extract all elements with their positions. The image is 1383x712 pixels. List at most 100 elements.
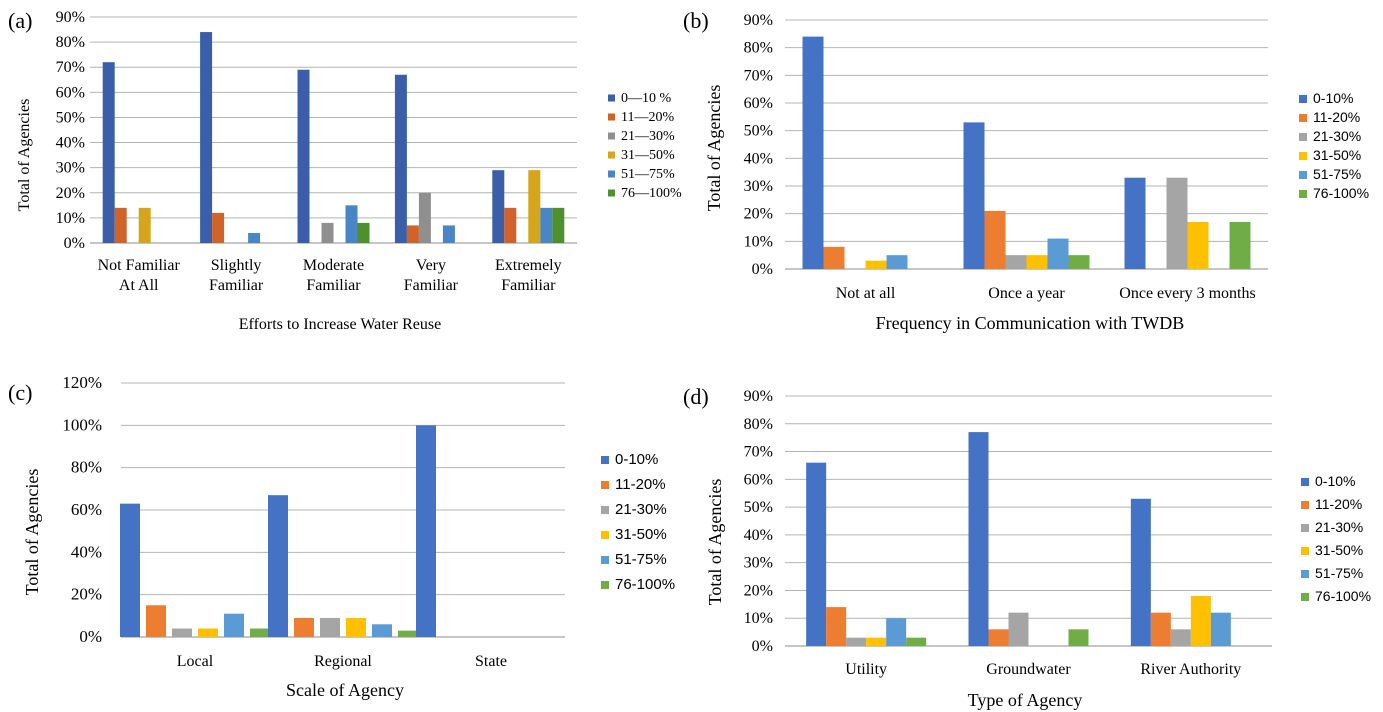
legend-label: 11—20% <box>621 110 674 125</box>
x-tick-label-line: Extremely <box>495 257 562 274</box>
x-tick-label: Groundwater <box>986 661 1071 678</box>
legend-label: 76-100% <box>615 576 675 593</box>
y-axis-label: Total of Agencies <box>22 469 42 596</box>
y-tick-label: 20% <box>71 585 102 604</box>
legend-swatch <box>601 481 609 489</box>
y-tick-label: 40% <box>56 135 85 152</box>
legend-swatch <box>1299 95 1307 103</box>
y-tick-label: 120% <box>62 373 102 392</box>
legend-label: 31-50% <box>615 526 667 543</box>
bar <box>984 210 1006 269</box>
legend-label: 0-10% <box>1315 473 1355 489</box>
x-tick-label-line: Moderate <box>303 257 364 274</box>
bar <box>826 607 847 646</box>
legend-swatch <box>1301 524 1309 532</box>
y-tick-label: 60% <box>744 95 773 112</box>
legend-label: 51-75% <box>1315 565 1363 581</box>
bar <box>1170 629 1191 646</box>
legend-swatch <box>1301 570 1309 578</box>
bar <box>552 207 565 243</box>
bar <box>802 36 824 269</box>
legend-swatch <box>608 189 615 197</box>
bar <box>146 605 166 637</box>
x-tick-label: Utility <box>845 661 887 678</box>
legend-swatch <box>1301 501 1309 509</box>
legend-swatch <box>1301 547 1309 555</box>
panel-label: (a) <box>8 8 32 33</box>
panel-label: (b) <box>683 8 709 33</box>
legend: 0-10% 11-20% 21-30% 31-50% 51-75% 76-100% <box>1299 90 1369 201</box>
y-tick-label: 0% <box>752 638 773 655</box>
y-tick-label: 90% <box>56 9 85 26</box>
x-tick-label-line: Familiar <box>306 277 361 294</box>
x-tick-label: Not at all <box>836 285 896 302</box>
bar <box>250 628 270 637</box>
y-tick-label: 20% <box>56 185 85 202</box>
x-tick-label: Very Familiar <box>404 257 459 294</box>
y-tick-label: 80% <box>744 40 773 57</box>
y-tick-label: 10% <box>744 233 773 250</box>
bar <box>345 205 358 243</box>
bar <box>1150 612 1171 646</box>
bar <box>248 232 261 243</box>
bar <box>528 170 541 243</box>
y-tick-label: 30% <box>56 160 85 177</box>
bar <box>398 630 418 637</box>
x-tick-label-line: Familiar <box>209 277 264 294</box>
x-tick-label-line: Familiar <box>404 277 459 294</box>
legend-label: 0-10% <box>615 451 658 468</box>
x-tick-label: Extremely Familiar <box>495 257 562 294</box>
bar <box>394 74 407 243</box>
y-tick-label: 80% <box>744 416 773 433</box>
legend-label: 21-30% <box>1315 519 1363 535</box>
bar <box>172 628 192 637</box>
bar <box>1190 596 1211 646</box>
chart-panel-b: (b) 0% 10% 20% 30% 40% 50% 60% 70% 80% 90% Not at a… <box>683 8 1369 333</box>
y-tick-label: 30% <box>744 178 773 195</box>
legend: 0-10% 11-20% 21-30% 31-50% 51-75% 76-100% <box>1301 473 1371 604</box>
x-tick-label: Once a year <box>988 285 1065 302</box>
x-tick-label: River Authority <box>1140 661 1241 678</box>
bar <box>540 207 553 243</box>
bar <box>1026 255 1048 269</box>
x-axis-label: Type of Agency <box>968 690 1083 710</box>
bar <box>120 503 140 637</box>
legend-label: 31-50% <box>1315 542 1363 558</box>
y-tick-label: 50% <box>56 109 85 126</box>
y-tick-label: 70% <box>744 67 773 84</box>
y-tick-label: 90% <box>744 388 773 405</box>
bar <box>320 617 340 637</box>
bar <box>1068 629 1089 646</box>
bar <box>321 222 334 243</box>
y-axis-label: Total of Agencies <box>705 479 725 606</box>
bar <box>886 618 907 646</box>
bar <box>806 462 827 646</box>
legend: 0-10% 11-20% 21-30% 31-50% 51-75% 76-100% <box>601 451 675 593</box>
y-tick-label: 40% <box>744 527 773 544</box>
y-tick-label: 100% <box>62 415 102 434</box>
bar <box>823 246 845 269</box>
bar <box>1124 177 1146 269</box>
legend-swatch <box>1301 478 1309 486</box>
legend-swatch <box>608 94 615 102</box>
bar <box>102 62 115 244</box>
x-tick-label: Not Familiar At All <box>98 257 181 294</box>
x-tick-label: State <box>475 653 507 670</box>
legend: 0—10 % 11—20% 21—30% 31—50% 51—75% 76—100% <box>608 91 682 201</box>
chart-panel-d: (d) 0% 10% 20% 30% 40% 50% 60% 70% 80% 90% Utility G… <box>683 384 1371 710</box>
x-tick-label-line: Familiar <box>501 277 556 294</box>
bar <box>968 432 989 646</box>
x-tick-label: Slightly Familiar <box>209 257 264 294</box>
bar <box>198 628 218 637</box>
bar <box>1187 221 1209 269</box>
x-axis-label: Frequency in Communication with TWDB <box>876 313 1185 333</box>
y-tick-label: 10% <box>56 210 85 227</box>
legend-swatch <box>608 170 615 178</box>
legend-swatch <box>601 456 609 464</box>
legend-swatch <box>1299 133 1307 141</box>
x-tick-label-line: Very <box>416 257 446 274</box>
y-tick-label: 70% <box>56 59 85 76</box>
legend-swatch <box>1301 593 1309 601</box>
legend-swatch <box>1299 190 1307 198</box>
legend-label: 31-50% <box>1313 147 1361 163</box>
